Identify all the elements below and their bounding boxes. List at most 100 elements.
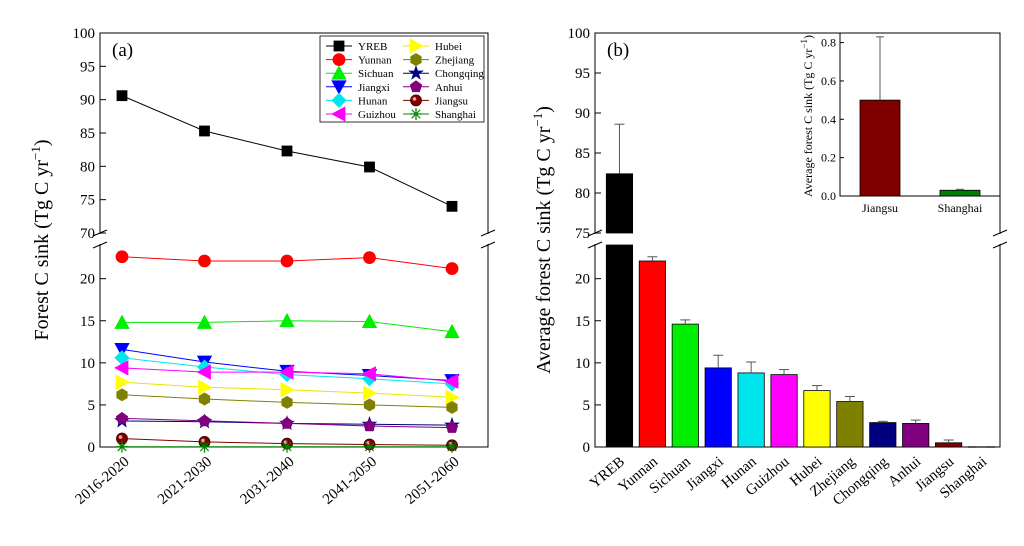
point-zhejiang-4-shape (446, 400, 458, 414)
panel-a-y-axis-label: Forest C sink (Tg C yr−1) (28, 139, 53, 340)
point-hubei-0 (115, 374, 130, 390)
y-tick-label-80: 80 (80, 159, 95, 175)
y-tick-label-10: 10 (80, 356, 95, 372)
point-zhejiang-1-shape (198, 392, 211, 406)
point-shanghai-3-stroke (364, 442, 375, 452)
point-guizhou-0-shape (114, 360, 129, 376)
bar-sichuan (671, 323, 699, 448)
point-yunnan-3-shape (363, 251, 376, 265)
bar-zhejiang (836, 401, 864, 448)
y-tick-label-20: 20 (575, 272, 590, 288)
point-hubei-1-shape (198, 379, 213, 395)
break-mark-1 (92, 241, 108, 249)
point-yreb-4-shape (446, 200, 458, 212)
point-yunnan-4-shape (445, 262, 459, 275)
bar-hubei (803, 390, 831, 448)
legend-label-shanghai: Shanghai (435, 109, 476, 121)
bar-hunan (737, 372, 765, 448)
point-anhui-2 (280, 416, 294, 429)
inset-bar-group-jiangsu: Jiangsu (859, 36, 901, 215)
bar-group-jiangsu (935, 439, 963, 448)
legend-marker-hubei-shape (409, 38, 424, 54)
point-yreb-2-shape (281, 145, 293, 157)
panel-b-y-axis-label-main: Average forest C sink (Tg C yr (533, 126, 555, 374)
inset-y-axis-label-main: Average forest C sink (Tg C yr (801, 49, 815, 197)
point-hubei-2 (280, 382, 295, 398)
inset-y-axis-label-sup: −1 (799, 39, 809, 49)
legend-marker-shanghai (410, 108, 422, 120)
y-tick-label-20: 20 (80, 272, 95, 288)
inset-y-axis-label-close: ) (801, 35, 815, 39)
x-tick-label-2051-2060: 2051-2060 (402, 454, 462, 508)
point-shanghai-0-stroke (117, 441, 127, 452)
point-guizhou-3 (361, 366, 376, 382)
point-shanghai-2-stroke (282, 442, 292, 452)
y-tick-label-15: 15 (575, 314, 590, 330)
series-guizhou (114, 360, 459, 390)
point-hubei-1 (198, 379, 213, 395)
panel-a-y-ticks: 70 75 80 85 90 95 100 0 5 10 15 20 (73, 26, 106, 456)
break-mark-2 (992, 229, 1008, 237)
legend-marker-shanghai-stroke (411, 109, 421, 119)
point-yreb-1-shape (199, 125, 210, 137)
series-yunnan (115, 250, 459, 275)
break-mark-1 (587, 241, 603, 249)
legend-label-jiangxi: Jiangxi (358, 82, 390, 94)
inset-y-tick-label-0.8: 0.8 (821, 36, 836, 50)
bar-group-zhejiang (836, 396, 864, 448)
break-mark-0 (92, 229, 108, 237)
point-zhejiang-1 (198, 392, 211, 406)
point-yunnan-1 (198, 254, 211, 268)
bar-jiangxi (704, 367, 732, 448)
point-shanghai-4-stroke (447, 442, 457, 452)
y-tick-label-90: 90 (80, 93, 95, 109)
panel-a-label: (a) (112, 40, 133, 61)
panel-a-series (114, 90, 460, 453)
point-sichuan-0-shape (114, 314, 130, 329)
legend-marker-yreb (333, 40, 345, 52)
point-guizhou-1-shape (196, 364, 211, 380)
legend-marker-yreb-shape (333, 40, 345, 52)
legend-marker-anhui-shape (409, 80, 423, 93)
point-zhejiang-2-shape (281, 395, 293, 409)
point-zhejiang-2 (281, 395, 293, 409)
legend-marker-hunan (331, 92, 347, 108)
series-sichuan (114, 312, 460, 339)
panel-a-axis-break (92, 229, 496, 249)
bar-guizhou (770, 374, 798, 448)
legend-item-jiangsu: Jiangsu (403, 94, 469, 107)
bar-group-jiangxi (704, 354, 732, 448)
inset-x-tick-label-jiangsu: Jiangsu (862, 201, 898, 215)
break-mark-2 (480, 229, 496, 237)
bar-group-hubei (803, 385, 831, 448)
y-tick-label-10: 10 (575, 356, 590, 372)
legend-label-yreb: YREB (358, 41, 387, 53)
legend-item-hubei: Hubei (403, 38, 462, 54)
x-tick-label-2041-2050: 2041-2050 (320, 454, 380, 508)
point-sichuan-2-shape (279, 312, 295, 328)
series-hubei (115, 374, 460, 406)
point-yreb-3-shape (364, 161, 375, 173)
legend-marker-jiangsu (410, 94, 422, 107)
point-guizhou-2-shape (279, 364, 294, 380)
point-shanghai-1-stroke (199, 442, 210, 452)
bar-group-shanghai (967, 446, 996, 448)
legend-item-chongqing: Chongqing (403, 64, 484, 80)
bar-yreb-upper (605, 173, 634, 234)
bar-anhui (902, 423, 930, 448)
legend-item-sichuan: Sichuan (326, 65, 394, 80)
bar-group-yreb (605, 123, 634, 448)
point-yreb-0-shape (116, 90, 128, 102)
panel-b-inset: Average forest C sink (Tg C yr−1) 0.0 0.2… (799, 32, 1001, 215)
series-anhui (115, 411, 459, 433)
break-gap-right (486, 234, 490, 244)
break-gap-left (593, 234, 597, 244)
bar-yreb-lower (605, 244, 634, 448)
break-mark-0 (587, 229, 603, 237)
legend-marker-anhui (409, 80, 423, 93)
x-tick-label-2016-2020: 2016-2020 (72, 454, 132, 508)
point-zhejiang-0 (116, 388, 128, 402)
y-tick-label-5: 5 (583, 398, 591, 414)
y-tick-label-75: 75 (575, 226, 590, 242)
legend-label-sichuan: Sichuan (358, 68, 394, 80)
